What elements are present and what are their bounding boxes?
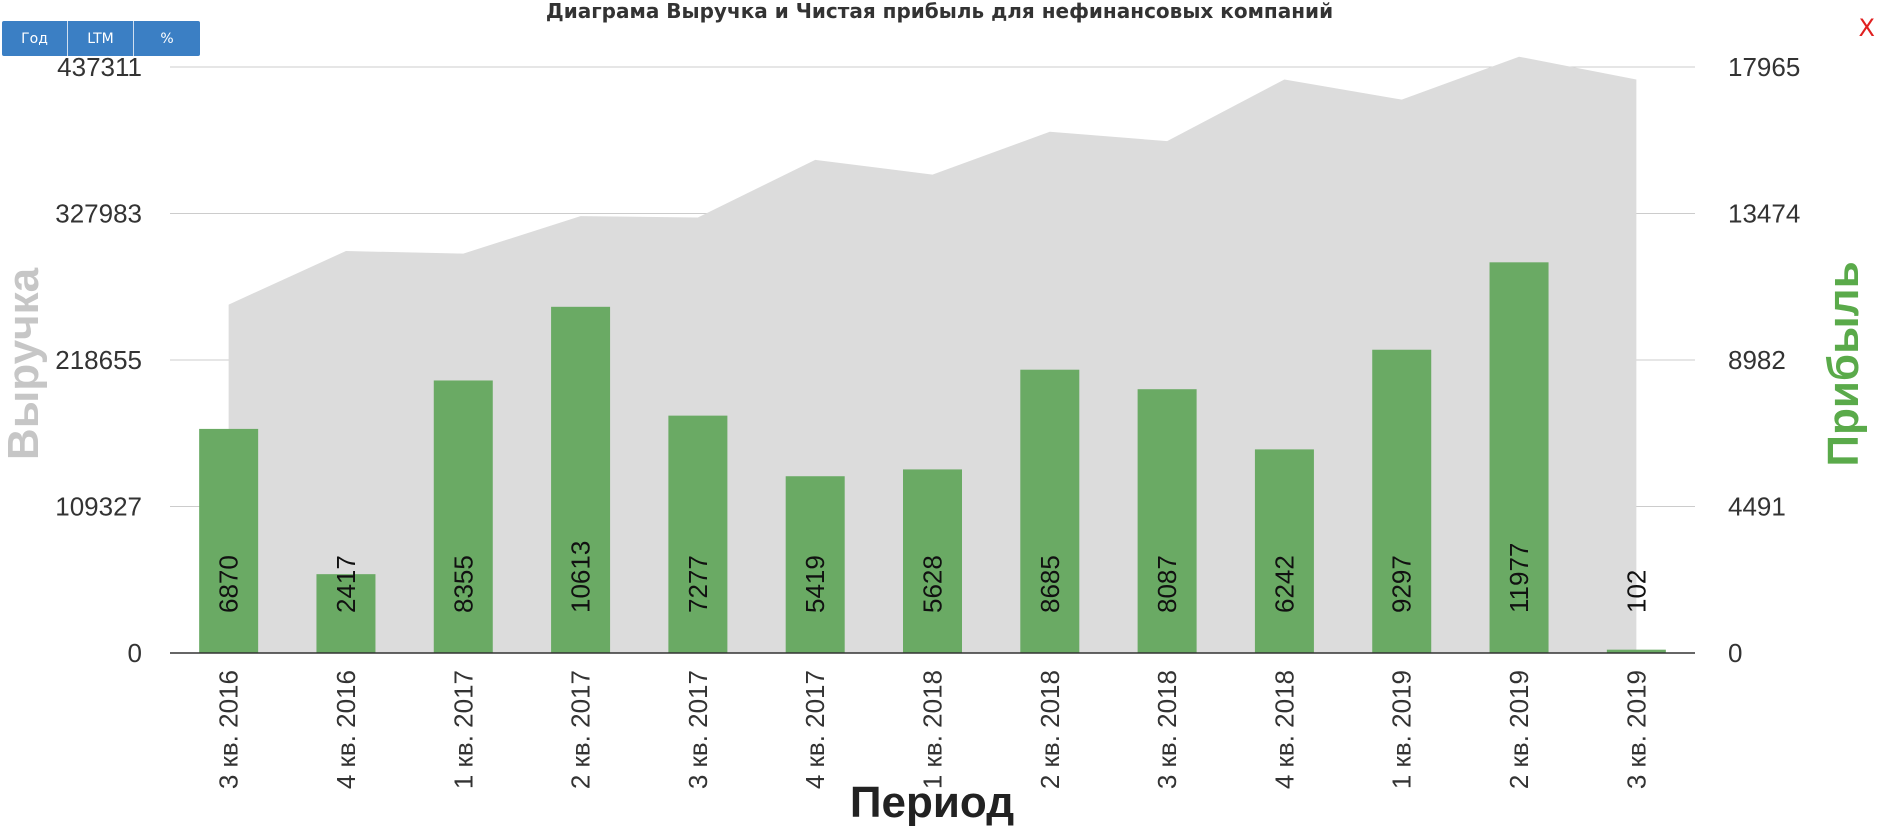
x-tick-label: 2 кв. 2018: [1035, 670, 1065, 789]
y-axis-label-left: Выручка: [0, 267, 48, 460]
x-tick-label: 3 кв. 2016: [214, 670, 244, 789]
x-axis-label: Период: [850, 778, 1014, 827]
x-tick-label: 1 кв. 2019: [1387, 670, 1417, 789]
profit-bar[interactable]: [199, 428, 259, 653]
data-label: 8355: [448, 555, 478, 613]
data-label: 11977: [1504, 543, 1534, 613]
profit-bar[interactable]: [903, 469, 962, 653]
profit-bar[interactable]: [1254, 449, 1314, 653]
left-tick-label: 327983: [55, 199, 142, 229]
left-tick-label: 437311: [57, 52, 142, 82]
data-label: 10613: [566, 541, 596, 613]
right-tick-label: 4491: [1728, 492, 1786, 522]
profit-bars: [199, 262, 1666, 653]
right-tick-label: 17965: [1728, 52, 1800, 82]
data-label: 7277: [683, 555, 713, 613]
x-tick-label: 1 кв. 2018: [918, 670, 948, 789]
right-tick-label: 13474: [1728, 199, 1800, 229]
x-tick-label: 2 кв. 2019: [1504, 670, 1534, 789]
profit-bar[interactable]: [551, 306, 611, 653]
x-tick-label: 2 кв. 2017: [566, 670, 596, 789]
data-label: 8685: [1035, 555, 1065, 613]
profit-bar[interactable]: [785, 476, 845, 653]
data-label: 9297: [1387, 555, 1417, 613]
profit-bar[interactable]: [1372, 349, 1432, 653]
x-tick-label: 4 кв. 2017: [800, 670, 830, 789]
percent-button[interactable]: %: [134, 21, 200, 56]
x-tick-label: 4 кв. 2016: [331, 670, 361, 789]
left-tick-label: 218655: [55, 345, 142, 375]
data-label: 6242: [1269, 555, 1299, 613]
data-label: 6870: [214, 555, 244, 613]
data-label: 5419: [800, 555, 830, 613]
x-axis-ticks: 3 кв. 2016 4 кв. 2016 1 кв. 2017 2 кв. 2017…: [214, 670, 1652, 789]
left-axis-ticks: 0 109327 218655 327983 437311: [55, 52, 142, 668]
right-tick-label: 8982: [1728, 345, 1786, 375]
year-button[interactable]: Год: [2, 21, 68, 56]
data-label: 5628: [918, 555, 948, 613]
y-axis-label-right: Прибыль: [1819, 261, 1868, 466]
left-tick-label: 0: [128, 638, 142, 668]
x-tick-label: 3 кв. 2017: [683, 670, 713, 789]
chart-title: Диаграма Выручка и Чистая прибыль для не…: [545, 0, 1334, 23]
profit-bar[interactable]: [1020, 369, 1080, 653]
x-tick-label: 4 кв. 2018: [1269, 670, 1299, 789]
period-toggle-group: Год LTM %: [2, 21, 200, 56]
data-label: 102: [1621, 570, 1651, 613]
profit-bar[interactable]: [316, 574, 376, 653]
right-axis-ticks: 0 4491 8982 13474 17965: [1728, 52, 1800, 668]
profit-bar[interactable]: [668, 415, 728, 653]
x-tick-label: 3 кв. 2019: [1621, 670, 1651, 789]
close-icon[interactable]: X: [1858, 14, 1875, 42]
data-label: 8087: [1152, 555, 1182, 613]
x-tick-label: 1 кв. 2017: [448, 670, 478, 789]
profit-bar[interactable]: [1489, 262, 1549, 653]
right-tick-label: 0: [1728, 638, 1742, 668]
left-tick-label: 109327: [55, 492, 142, 522]
ltm-button[interactable]: LTM: [68, 21, 134, 56]
data-label: 2417: [331, 555, 361, 613]
profit-bar[interactable]: [1137, 389, 1197, 653]
x-tick-label: 3 кв. 2018: [1152, 670, 1182, 789]
data-labels: 6870 2417 8355 10613 7277 5419 5628 8685 8087 624…: [214, 541, 1652, 613]
profit-bar[interactable]: [1606, 649, 1666, 653]
profit-bar[interactable]: [433, 380, 493, 653]
